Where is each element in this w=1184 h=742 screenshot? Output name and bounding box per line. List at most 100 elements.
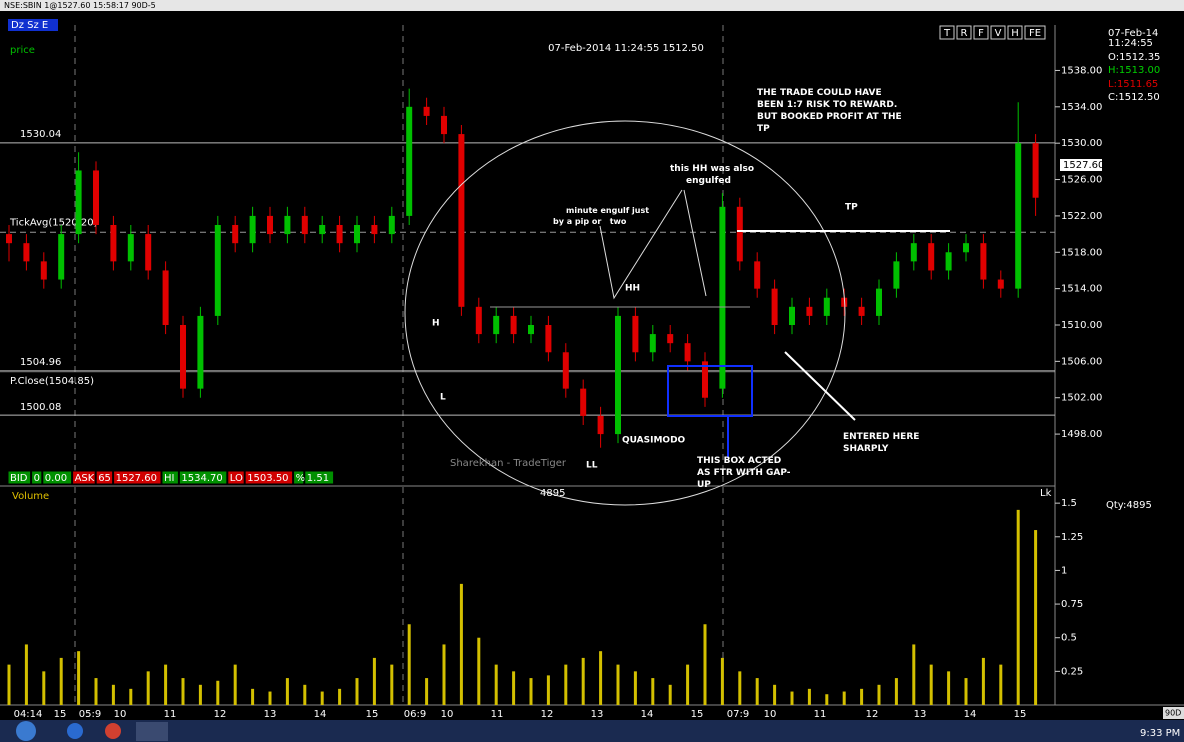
candle-body — [406, 106, 413, 216]
volume-bar — [407, 624, 411, 705]
toolbar-button[interactable] — [973, 25, 989, 40]
volume-bar — [494, 664, 498, 705]
x-tick-label: 14 — [641, 709, 654, 720]
volume-bar — [477, 637, 481, 705]
volume-bar — [425, 678, 429, 705]
volume-bar — [7, 664, 11, 705]
candle-body — [319, 225, 326, 235]
candle-body — [667, 334, 674, 344]
candle-body — [910, 243, 917, 262]
candle-body — [1015, 143, 1022, 289]
volume-bar — [320, 691, 324, 705]
candle-body — [423, 106, 430, 116]
volume-bar — [790, 691, 794, 705]
volume-bar — [686, 664, 690, 705]
status-cell — [72, 470, 96, 485]
volume-bar — [59, 657, 63, 705]
tab[interactable] — [1163, 707, 1184, 719]
line: THE TRADE COULD HAVE — [757, 88, 882, 98]
line: minute engulf just — [566, 206, 649, 215]
annotation: minute engulf just by a pip or two — [553, 206, 649, 226]
candle-body — [145, 234, 152, 271]
volume-bar — [512, 671, 516, 705]
app-icon[interactable] — [136, 722, 168, 741]
info-qty: Qty:4895 — [1106, 500, 1152, 511]
level-label: TickAvg(1520.20) — [9, 217, 98, 228]
volume-title: Volume — [12, 491, 49, 502]
x-tick-label: 10 — [114, 709, 127, 720]
volume-bar — [929, 664, 933, 705]
x-tick-label: 14 — [964, 709, 977, 720]
level-label: 1500.08 — [20, 402, 61, 413]
status-text: LO — [230, 473, 243, 484]
annotation: THE TRADE COULD HAVE BEEN 1:7 RISK TO REW… — [757, 88, 902, 134]
volume-bar — [947, 671, 951, 705]
status-text: ASK — [75, 473, 95, 484]
volume-bar — [1016, 509, 1020, 705]
ie-icon[interactable] — [67, 723, 83, 739]
volume-bar — [233, 664, 237, 705]
window-title: NSE:SBIN 1@1527.60 15:58:17 90D-5 — [4, 1, 156, 10]
candle-body — [371, 225, 378, 235]
volume-bar — [999, 664, 1003, 705]
candle-body — [876, 288, 882, 316]
y-tick-label: 1514.00 — [1061, 284, 1102, 295]
candle-body — [771, 288, 778, 325]
taskbar — [0, 720, 1184, 742]
volume-bar — [198, 684, 202, 705]
status-cell — [161, 470, 179, 485]
toolbar-button-label: F — [978, 28, 984, 39]
toolbar-button[interactable] — [1007, 25, 1023, 40]
volume-bar — [860, 688, 864, 705]
mode-box[interactable] — [8, 19, 58, 31]
candle-body — [301, 215, 308, 235]
volume-bar — [877, 684, 881, 705]
x-tick-label: 12 — [214, 709, 227, 720]
candle-body — [93, 170, 99, 225]
status-cell — [293, 470, 305, 485]
candle-body — [597, 415, 604, 435]
toolbar-button[interactable] — [956, 25, 972, 40]
volume-bar — [564, 664, 568, 705]
toolbar-button-label: R — [961, 28, 968, 39]
status-cell — [42, 470, 73, 485]
x-tick-label: 15 — [1014, 709, 1027, 720]
candle-body — [58, 234, 65, 280]
line: AS FTR WITH GAP- — [697, 468, 791, 478]
candle-body — [719, 206, 726, 389]
volume-bar — [355, 678, 359, 705]
x-tick-label: 12 — [866, 709, 879, 720]
candle-body — [232, 225, 239, 244]
arrow — [683, 189, 707, 297]
last-price-box — [1060, 159, 1102, 171]
candle-body — [945, 252, 952, 271]
y-tick-label: 1502.00 — [1061, 393, 1102, 404]
volume-bar — [164, 664, 168, 705]
status-text: % — [296, 473, 306, 484]
x-tick-label: 07:9 — [727, 709, 749, 720]
y-tick-label: 1 — [1061, 565, 1067, 576]
status-cell — [178, 470, 228, 485]
toolbar-button[interactable] — [990, 25, 1006, 40]
candle-body — [823, 297, 830, 316]
candle-body — [354, 225, 360, 244]
toolbar-button[interactable] — [1024, 25, 1046, 40]
toolbar-button-label: H — [1011, 28, 1019, 39]
level-label: 1504.96 — [20, 357, 61, 368]
candle-body — [493, 315, 500, 335]
volume-bar — [633, 671, 637, 705]
x-tick-label: 13 — [264, 709, 277, 720]
toolbar-button[interactable] — [939, 25, 955, 40]
x-tick-label: 15 — [691, 709, 704, 720]
x-tick-label: 12 — [541, 709, 554, 720]
start-button[interactable] — [16, 721, 36, 741]
x-tick-label: 14 — [314, 709, 327, 720]
volume-bar — [390, 664, 394, 705]
candle-body — [75, 170, 82, 235]
ftr-box — [667, 365, 753, 417]
candle-body — [249, 215, 256, 244]
status-text: 1503.50 — [247, 473, 288, 484]
volume-bar — [216, 680, 220, 705]
line: BEEN 1:7 RISK TO REWARD. — [757, 100, 897, 110]
chrome-icon[interactable] — [105, 723, 121, 739]
